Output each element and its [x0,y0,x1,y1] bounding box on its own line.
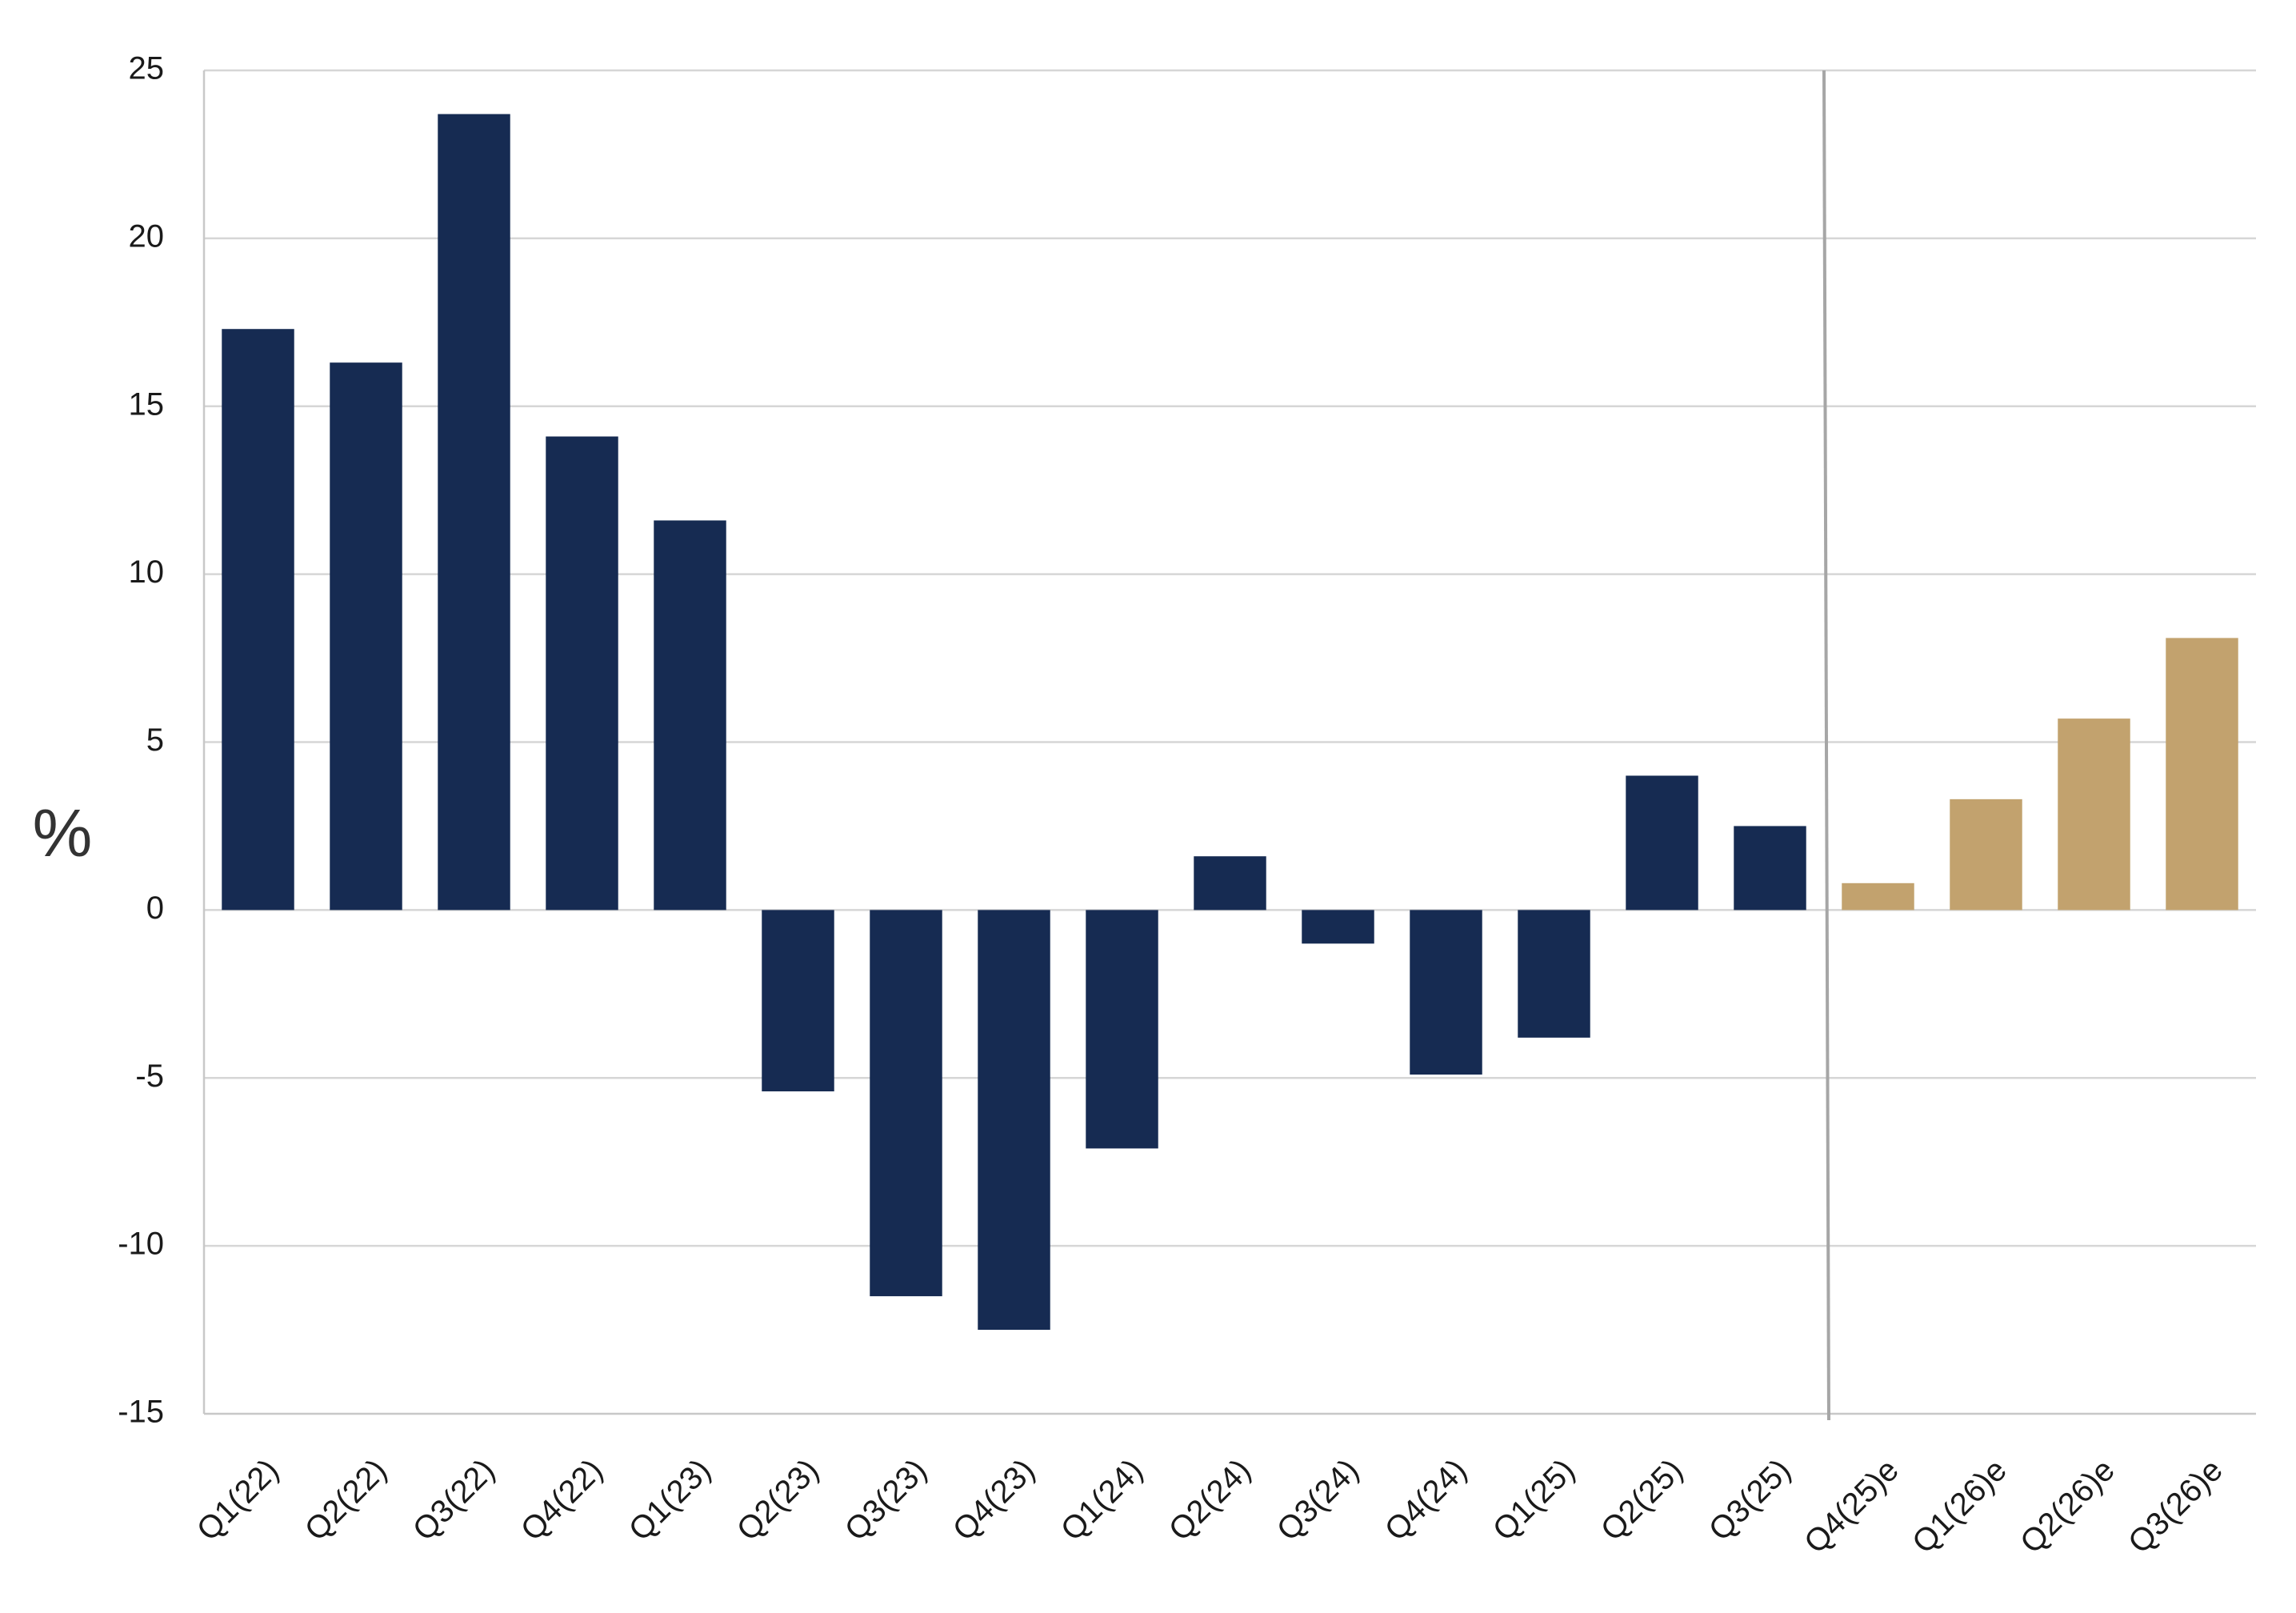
bar-q224 [1194,856,1266,911]
x-tick-label: Q2(22) [298,1452,394,1547]
y-axis-label: % [33,795,93,871]
x-tick-label: Q4(23) [946,1452,1042,1547]
axes [202,70,2256,1421]
x-tick-label: Q2(25) [1594,1452,1690,1547]
x-tick-label: Q4(22) [514,1452,610,1547]
bar-q223 [762,910,834,1092]
bar-q325 [1734,826,1806,911]
y-tick-label: 20 [129,218,165,254]
bar-q423 [978,910,1050,1331]
bar-q125 [1518,910,1590,1038]
x-tick-label: Q1(23) [622,1452,718,1547]
x-tick-label: Q3(22) [406,1452,502,1547]
x-tick-label: Q2(24) [1162,1452,1258,1547]
x-tick-label: Q1(24) [1054,1452,1150,1547]
y-tick-label: -10 [118,1227,164,1262]
bar-q323 [870,910,942,1297]
x-tick-labels: Q1(22) Q2(22) Q3(22) Q4(22) Q1(23) Q2(23) Q3(2… [190,1452,2230,1560]
x-tick-label: Q1(25) [1486,1452,1582,1547]
x-tick-label: Q3(24) [1270,1452,1366,1547]
x-tick-label: Q3(23) [838,1452,934,1547]
y-tick-labels: 25 20 15 10 5 0 -5 -10 -15 [118,51,164,1430]
bar-q424 [1410,910,1482,1075]
bar-q123 [654,520,726,911]
bar-q422 [546,436,618,911]
y-tick-label: 5 [146,722,164,758]
x-tick-label: Q2(23) [730,1452,826,1547]
bar-q322 [438,114,510,911]
bar-q122 [222,329,294,911]
bar-q226e [2058,718,2130,911]
bar-q225 [1626,775,1698,911]
x-tick-label: Q4(25)e [1798,1452,1906,1560]
bars [222,114,2238,1331]
y-tick-label: 10 [129,554,165,590]
bar-q425e [1842,883,1914,911]
y-tick-label: 15 [129,386,165,422]
x-tick-label: Q2(26)e [2014,1452,2122,1560]
x-tick-label: Q1(22) [190,1452,286,1547]
y-tick-label: -15 [118,1395,164,1430]
gridlines [204,69,2256,1247]
bar-q126e [1950,798,2022,911]
x-tick-label: Q4(24) [1378,1452,1474,1547]
y-tick-label: -5 [135,1059,164,1094]
x-tick-label: Q1(26)e [1906,1452,2014,1560]
bar-q324 [1302,910,1374,944]
bar-q222 [330,362,402,911]
forecast-divider-line [1822,70,1830,1421]
bar-q326e [2166,638,2238,911]
x-tick-label: Q3(26)e [2122,1452,2230,1560]
x-tick-label: Q3(25) [1702,1452,1798,1547]
bar-q124 [1086,910,1158,1149]
y-tick-label: 0 [146,891,164,926]
y-tick-label: 25 [129,51,165,86]
